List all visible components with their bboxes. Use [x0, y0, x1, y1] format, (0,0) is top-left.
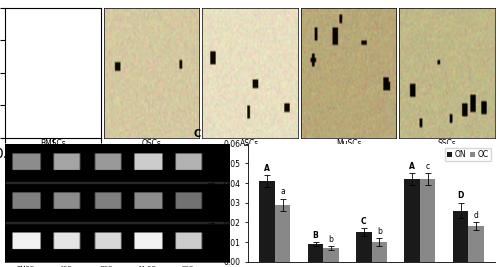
- Text: a: a: [280, 187, 285, 197]
- Text: OSCs: OSCs: [100, 266, 116, 267]
- X-axis label: MuSCs: MuSCs: [336, 139, 361, 148]
- Bar: [323, 248, 338, 262]
- Text: C: C: [194, 129, 201, 139]
- Bar: [372, 242, 387, 262]
- Text: MuSCs: MuSCs: [138, 266, 159, 267]
- Y-axis label: Relative abundance: Relative abundance: [209, 161, 218, 245]
- X-axis label: SSCs: SSCs: [438, 139, 456, 148]
- Bar: [453, 211, 468, 262]
- Text: b: b: [377, 227, 382, 236]
- Text: b: b: [328, 235, 334, 244]
- Bar: [356, 232, 372, 262]
- Bar: [260, 181, 275, 262]
- Bar: [468, 226, 484, 262]
- Text: D: D: [458, 191, 464, 200]
- Text: A: A: [410, 162, 415, 171]
- Bar: [275, 205, 290, 262]
- Text: c: c: [426, 162, 430, 171]
- X-axis label: ASCs: ASCs: [240, 139, 260, 148]
- Bar: [308, 244, 323, 262]
- Bar: [420, 179, 436, 262]
- Text: SSCs: SSCs: [182, 266, 196, 267]
- Bar: [404, 179, 420, 262]
- Text: BMSCs: BMSCs: [17, 266, 38, 267]
- X-axis label: OSCs: OSCs: [142, 139, 162, 148]
- X-axis label: BMSCs: BMSCs: [40, 139, 66, 148]
- Text: ASCs: ASCs: [60, 266, 76, 267]
- Text: d: d: [474, 211, 478, 220]
- Text: B: B: [312, 231, 318, 240]
- Text: C: C: [361, 217, 366, 226]
- Text: A: A: [264, 164, 270, 173]
- Legend: ON, OC: ON, OC: [445, 148, 491, 161]
